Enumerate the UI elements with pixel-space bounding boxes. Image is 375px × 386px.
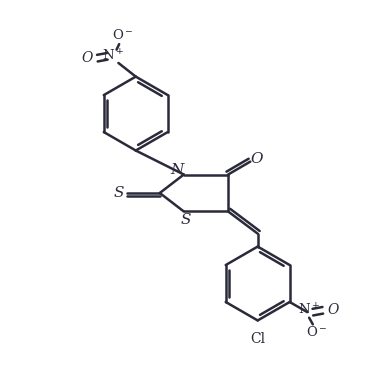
Text: O: O: [81, 51, 93, 65]
Text: S: S: [180, 213, 191, 227]
Text: Cl: Cl: [250, 332, 265, 345]
Text: N$^+$: N$^+$: [298, 303, 320, 318]
Text: O: O: [327, 303, 339, 317]
Text: N$^+$: N$^+$: [102, 49, 124, 64]
Text: S: S: [114, 186, 125, 200]
Text: N: N: [171, 163, 184, 177]
Text: O$^-$: O$^-$: [306, 325, 327, 339]
Text: O$^-$: O$^-$: [112, 28, 134, 42]
Text: O: O: [251, 152, 263, 166]
